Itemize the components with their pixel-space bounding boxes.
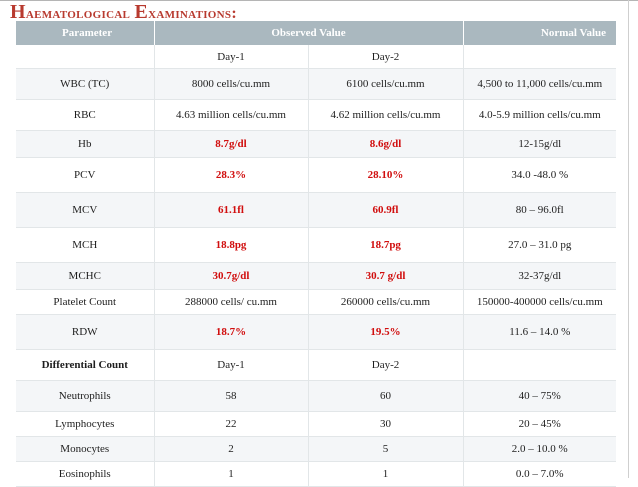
header-normal-value: Normal Value	[463, 21, 616, 45]
parameter-cell: RDW	[16, 315, 154, 350]
parameter-cell: PCV	[16, 158, 154, 193]
differential-count-label: Differential Count	[16, 350, 154, 381]
table-row: WBC (TC) 8000 cells/cu.mm 6100 cells/cu.…	[16, 69, 616, 100]
subheader-empty-cell	[463, 45, 616, 69]
day2-cell-abnormal: 60.9fl	[308, 193, 463, 228]
subheader-day2: Day-2	[308, 45, 463, 69]
day1-cell-abnormal: 28.3%	[154, 158, 308, 193]
table-row: Monocytes 2 5 2.0 – 10.0 %	[16, 437, 616, 462]
differential-header-row: Differential Count Day-1 Day-2	[16, 350, 616, 381]
parameter-cell: MCH	[16, 228, 154, 263]
normal-cell: 2.0 – 10.0 %	[463, 437, 616, 462]
day2-cell-abnormal: 30.7 g/dl	[308, 263, 463, 290]
table-row: Hb 8.7g/dl 8.6g/dl 12-15g/dl	[16, 131, 616, 158]
day1-cell: 2	[154, 437, 308, 462]
table-row: Platelet Count 288000 cells/ cu.mm 26000…	[16, 290, 616, 315]
parameter-cell: Eosinophils	[16, 462, 154, 487]
parameter-cell: Platelet Count	[16, 290, 154, 315]
table-row: MCV 61.1fl 60.9fl 80 – 96.0fl	[16, 193, 616, 228]
normal-cell: 34.0 -48.0 %	[463, 158, 616, 193]
day2-cell-abnormal: 28.10%	[308, 158, 463, 193]
day1-cell-abnormal: 30.7g/dl	[154, 263, 308, 290]
table-row: RBC 4.63 million cells/cu.mm 4.62 millio…	[16, 100, 616, 131]
table-row: Lymphocytes 22 30 20 – 45%	[16, 412, 616, 437]
normal-cell: 0.0 – 7.0%	[463, 462, 616, 487]
parameter-cell: Hb	[16, 131, 154, 158]
day1-cell: 288000 cells/ cu.mm	[154, 290, 308, 315]
parameter-cell: MCV	[16, 193, 154, 228]
normal-cell: 40 – 75%	[463, 381, 616, 412]
table-row: PCV 28.3% 28.10% 34.0 -48.0 %	[16, 158, 616, 193]
parameter-cell: Neutrophils	[16, 381, 154, 412]
normal-cell: 80 – 96.0fl	[463, 193, 616, 228]
normal-cell: 4.0-5.9 million cells/cu.mm	[463, 100, 616, 131]
normal-cell: 20 – 45%	[463, 412, 616, 437]
header-parameter: Parameter	[16, 21, 154, 45]
day1-cell: 8000 cells/cu.mm	[154, 69, 308, 100]
day2-cell: 1	[308, 462, 463, 487]
day1-cell-abnormal: 61.1fl	[154, 193, 308, 228]
parameter-cell: RBC	[16, 100, 154, 131]
subheader-day1: Day-1	[154, 45, 308, 69]
parameter-cell: WBC (TC)	[16, 69, 154, 100]
table-row: MCH 18.8pg 18.7pg 27.0 – 31.0 pg	[16, 228, 616, 263]
day1-cell: 58	[154, 381, 308, 412]
day1-cell: 1	[154, 462, 308, 487]
table-row: RDW 18.7% 19.5% 11.6 – 14.0 %	[16, 315, 616, 350]
day2-cell: 6100 cells/cu.mm	[308, 69, 463, 100]
day1-cell-abnormal: 8.7g/dl	[154, 131, 308, 158]
normal-cell: 150000-400000 cells/cu.mm	[463, 290, 616, 315]
day2-cell: 4.62 million cells/cu.mm	[308, 100, 463, 131]
day2-cell: 30	[308, 412, 463, 437]
slide-right-rule	[628, 0, 629, 478]
table-row: Eosinophils 1 1 0.0 – 7.0%	[16, 462, 616, 487]
day2-cell: 5	[308, 437, 463, 462]
subheader-row: Day-1 Day-2	[16, 45, 616, 69]
normal-cell: 27.0 – 31.0 pg	[463, 228, 616, 263]
header-observed-value: Observed Value	[154, 21, 463, 45]
day2-cell-abnormal: 8.6g/dl	[308, 131, 463, 158]
day1-cell: 4.63 million cells/cu.mm	[154, 100, 308, 131]
normal-cell: 12-15g/dl	[463, 131, 616, 158]
normal-cell: 11.6 – 14.0 %	[463, 315, 616, 350]
day2-cell: 60	[308, 381, 463, 412]
normal-cell: 32-37g/dl	[463, 263, 616, 290]
differential-day1: Day-1	[154, 350, 308, 381]
table-row: Neutrophils 58 60 40 – 75%	[16, 381, 616, 412]
haematology-table: Parameter Observed Value Normal Value Da…	[16, 21, 616, 487]
differential-day2: Day-2	[308, 350, 463, 381]
day1-cell-abnormal: 18.7%	[154, 315, 308, 350]
day2-cell: 260000 cells/cu.mm	[308, 290, 463, 315]
differential-empty-cell	[463, 350, 616, 381]
day1-cell: 22	[154, 412, 308, 437]
day2-cell-abnormal: 19.5%	[308, 315, 463, 350]
parameter-cell: Monocytes	[16, 437, 154, 462]
day1-cell-abnormal: 18.8pg	[154, 228, 308, 263]
table-row: MCHC 30.7g/dl 30.7 g/dl 32-37g/dl	[16, 263, 616, 290]
subheader-empty-cell	[16, 45, 154, 69]
parameter-cell: MCHC	[16, 263, 154, 290]
normal-cell: 4,500 to 11,000 cells/cu.mm	[463, 69, 616, 100]
parameter-cell: Lymphocytes	[16, 412, 154, 437]
header-row: Parameter Observed Value Normal Value	[16, 21, 616, 45]
day2-cell-abnormal: 18.7pg	[308, 228, 463, 263]
